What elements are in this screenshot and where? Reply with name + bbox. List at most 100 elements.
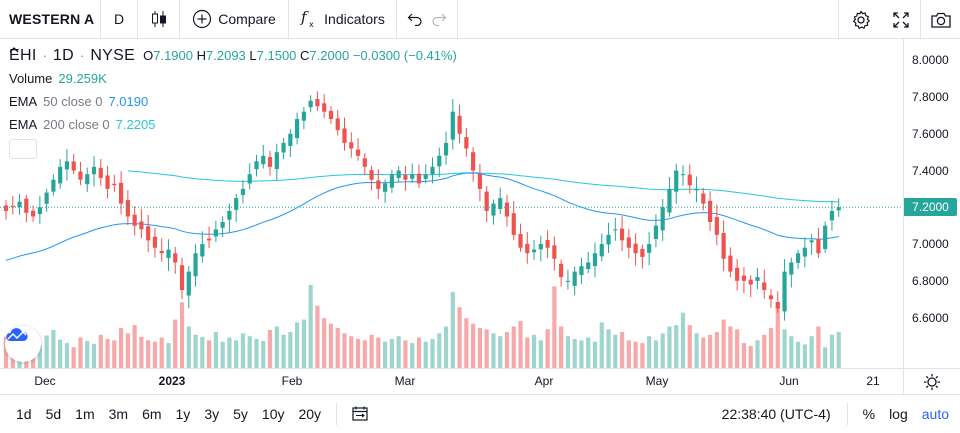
candle-body — [809, 240, 814, 243]
range-1m-button[interactable]: 1m — [75, 406, 95, 422]
collapse-legend-button[interactable] — [9, 47, 37, 159]
auto-scale-toggle[interactable]: auto — [921, 406, 949, 422]
candle — [335, 109, 340, 136]
ema50-legend[interactable]: EMA 50 close 0 7.0190 — [9, 93, 457, 111]
candle-body — [71, 161, 76, 171]
range-3m-button[interactable]: 3m — [108, 406, 129, 422]
open-key: O — [143, 48, 154, 63]
go-to-date-button[interactable] — [351, 405, 369, 423]
volume-bar — [37, 345, 42, 368]
symbol-search-button[interactable]: WESTERN A — [0, 0, 101, 39]
volume-legend[interactable]: Volume 29.259K — [9, 70, 457, 88]
volume-bar — [173, 319, 178, 368]
range-3y-button[interactable]: 3y — [204, 406, 220, 422]
candle — [58, 159, 63, 189]
price-axis[interactable]: 8.0000 7.8000 7.6000 7.4000 7.2000 7.0000 6.80… — [903, 39, 960, 368]
ema200-value: 7.2205 — [115, 117, 156, 132]
candle-body — [504, 202, 510, 217]
range-1d-button[interactable]: 1d — [16, 406, 32, 422]
candle — [775, 291, 780, 313]
range-6m-button[interactable]: 6m — [142, 406, 162, 422]
time-tick-label: Dec — [34, 374, 56, 388]
candle-body — [396, 170, 401, 179]
candle-body — [606, 234, 611, 245]
candle-body — [322, 103, 327, 112]
candle-body — [674, 170, 679, 192]
candle-body — [443, 142, 449, 156]
candle-body — [626, 237, 631, 248]
candle — [328, 106, 334, 124]
candle — [193, 244, 198, 287]
range-5d-button[interactable]: 5d — [45, 406, 62, 422]
volume-bar — [383, 341, 388, 368]
undo-icon[interactable] — [407, 12, 423, 26]
candle-body — [640, 248, 645, 257]
log-scale-toggle[interactable]: log — [889, 406, 908, 422]
range-10y-button[interactable]: 10y — [261, 406, 285, 422]
redo-icon[interactable] — [431, 12, 447, 26]
candle-body — [823, 225, 828, 250]
candle-body — [159, 250, 164, 254]
candle-body — [51, 179, 56, 192]
candle-body — [782, 271, 787, 312]
candle — [430, 157, 435, 184]
price-chart[interactable] — [0, 39, 903, 368]
volume-bar — [213, 332, 218, 368]
candle-body — [477, 174, 482, 189]
volume-bar — [58, 339, 63, 368]
interval-button[interactable]: D — [101, 0, 138, 39]
candle — [721, 220, 726, 272]
candle — [626, 229, 631, 259]
tradingview-logo[interactable] — [5, 326, 41, 362]
percent-scale-toggle[interactable]: % — [862, 406, 876, 422]
range-20y-button[interactable]: 20y — [298, 406, 322, 422]
chart-pane[interactable]: EHI · 1D · NYSE O7.1900 H7.2093 L7.1500 … — [0, 39, 903, 368]
candle — [315, 91, 320, 111]
candle-body — [227, 210, 232, 220]
ema200-legend[interactable]: EMA 200 close 0 7.2205 — [9, 116, 457, 134]
chart-type-button[interactable] — [138, 0, 180, 39]
screenshot-button[interactable] — [920, 0, 960, 39]
candle — [403, 165, 408, 191]
volume-bar — [315, 305, 320, 368]
candle-body — [85, 174, 90, 185]
fullscreen-button[interactable] — [882, 0, 920, 39]
compare-button[interactable]: Compare — [180, 0, 289, 39]
range-1y-button[interactable]: 1y — [175, 406, 191, 422]
candle — [823, 221, 828, 253]
candle-body — [10, 205, 15, 208]
candle — [762, 269, 767, 299]
axis-settings-button[interactable] — [903, 368, 960, 395]
volume-bar — [403, 340, 408, 368]
range-5y-button[interactable]: 5y — [233, 406, 248, 422]
candle-body — [613, 229, 618, 231]
volume-bar — [572, 338, 577, 368]
volume-bar — [802, 344, 807, 368]
volume-bar — [721, 319, 726, 368]
timezone-clock[interactable]: 22:38:40 (UTC-4) — [721, 406, 831, 422]
candle-body — [369, 170, 374, 180]
candle — [768, 289, 774, 308]
interval-label: D — [113, 11, 125, 27]
candle — [17, 193, 22, 215]
candle — [687, 164, 692, 194]
candle-body — [836, 207, 841, 211]
candle — [545, 230, 550, 259]
candle-body — [789, 262, 794, 275]
settings-button[interactable] — [838, 0, 882, 39]
series-legend[interactable]: EHI · 1D · NYSE O7.1900 H7.2093 L7.1500 … — [9, 47, 457, 65]
candle — [633, 233, 638, 266]
symbol-name: WESTERN A — [9, 11, 95, 27]
candle — [308, 95, 313, 113]
candle — [213, 220, 218, 242]
candle — [531, 240, 537, 260]
candle — [491, 199, 496, 225]
volume-bar — [234, 340, 239, 368]
time-axis[interactable]: Dec 2023 Feb Mar Apr May Jun 21 — [0, 368, 903, 395]
candle — [166, 239, 171, 271]
candle — [647, 231, 652, 266]
candle — [234, 193, 239, 223]
candle-body — [234, 198, 239, 210]
candle-body — [735, 267, 740, 281]
